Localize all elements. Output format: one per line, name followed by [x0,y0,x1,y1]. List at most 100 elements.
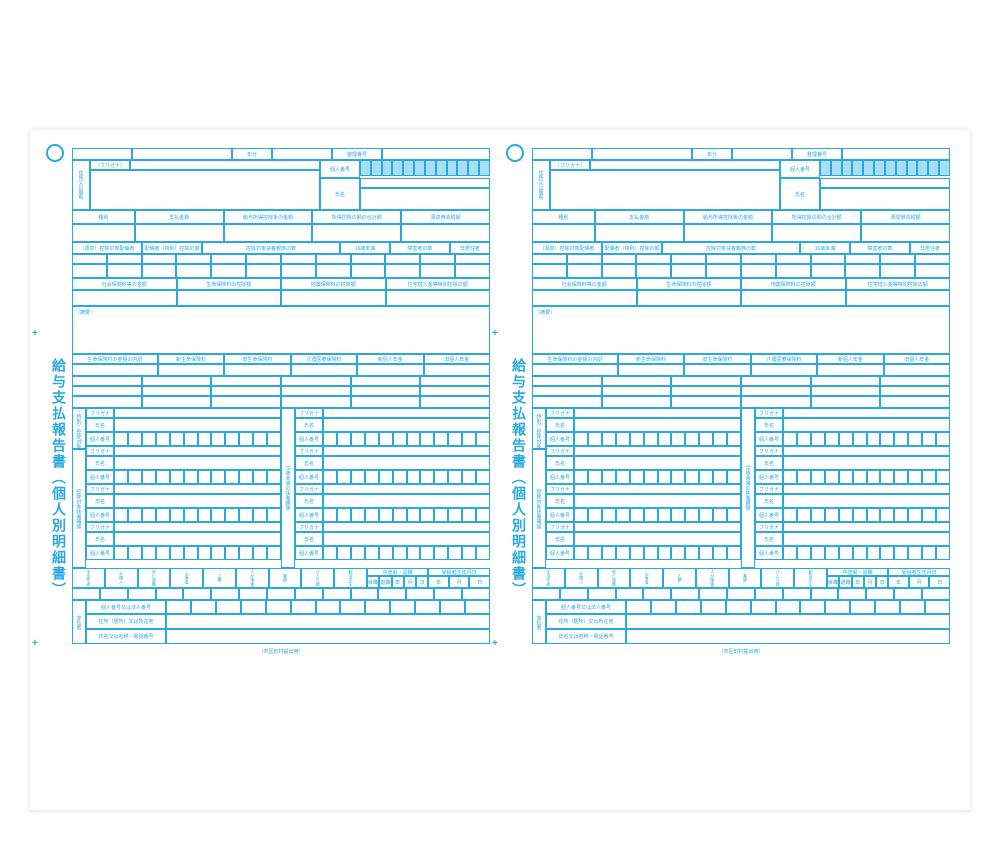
dep-furigana [114,446,281,456]
other-value [755,588,783,600]
dep-furigana [323,446,490,456]
other-value [267,588,295,600]
name-label: 氏名 [295,494,323,508]
dep-sub-cell [281,254,316,264]
dep-sub-cell [845,254,880,264]
dep-number-digit [420,508,434,522]
dep-number-digit [420,432,434,446]
dep-value-cell [845,264,880,278]
dep-number-digit [574,470,588,484]
dep-number-digit [253,546,267,560]
life-ins-value [357,364,423,376]
footer-label: （市区町村提出用） [72,648,490,655]
dep-number-digit [114,432,128,446]
amount-header: 給与所得控除後の金額 [684,210,773,224]
number-label: 個人番号 [546,432,574,446]
payer-label: 支払者 [532,600,546,644]
housing-value [351,396,421,408]
dep-sub-cell [420,254,455,264]
dep-number-digit [393,546,407,560]
dep-number-digit [936,432,950,446]
dep-number-digit [894,508,908,522]
number-label: 個人番号 [755,432,783,446]
dep-number-digit [476,470,490,484]
payer-number-digit [241,600,266,614]
dep-value-cell [420,264,455,278]
dep-number-digit [393,470,407,484]
furigana-label: フリガナ [546,484,574,494]
recipient-label: 住所又は居所 [532,160,550,210]
birth-label: 受給者生年月日 [428,568,490,576]
dep-number-digit [616,546,630,560]
dep-number-digit [588,508,602,522]
dep-furigana [114,484,281,494]
housing-value [880,396,950,408]
dep-number-digit [225,470,239,484]
life-ins-label: 介護医療保険料 [751,354,817,364]
dep-value-cell [880,264,915,278]
name-label: 氏名 [320,178,360,210]
dep-number-digit [602,508,616,522]
housing-cell [811,376,881,386]
life-ins-label: 旧生命保険料 [684,354,750,364]
name-label: 氏名 [86,456,114,470]
dep-number-digit [839,508,853,522]
other-value [211,588,239,600]
dep-number-digit [351,470,365,484]
dep-number-digit [198,508,212,522]
dep-sub-cell [811,254,846,264]
dep-name [574,418,741,432]
dep-number-digit [880,508,894,522]
furigana-label: フリガナ [295,484,323,494]
name-furigana [360,178,490,188]
payer-number-digit [316,600,341,614]
dep-sub-cell [880,254,915,264]
dep-number-digit [797,470,811,484]
dep-sub-cell [915,254,950,264]
payer-number-digit [825,600,850,614]
dep-number-digit [658,432,672,446]
midyear-sub: 退職 [839,576,851,588]
dep-number-digit [393,432,407,446]
other-value [532,588,560,600]
furigana-value [130,160,320,170]
dep-number-digit [156,432,170,446]
housing-cell [741,386,811,396]
dep-number-digit [253,508,267,522]
dep-number-digit [225,546,239,560]
dep-number-digit [476,508,490,522]
other-value [406,588,434,600]
payer-number-digit [390,600,415,614]
name-label: 氏名 [295,456,323,470]
number-digit [425,160,436,176]
payer-number-digit [651,600,676,614]
dep-number-digit [825,470,839,484]
dependent-family-label: 控除対象扶養親族の数 [662,242,800,254]
dep-number-digit [407,508,421,522]
number-digit [896,160,907,176]
dep-number-digit [616,432,630,446]
dep-number-digit [574,432,588,446]
dependents-section-label: 控除対象扶養親族 [532,449,546,568]
dep-number-digit [908,508,922,522]
life-ins-label: 新個人年金 [357,354,423,364]
housing-value [211,396,281,408]
life-ins-label: 旧個人年金 [884,354,950,364]
dep-number-digit [323,508,337,522]
name-label: 氏名 [546,456,574,470]
dep-number-digit [462,470,476,484]
dep-number-digit [936,508,950,522]
address-value [550,170,780,210]
dep-value-cell [72,264,107,278]
dep-value-cell [107,264,142,278]
dep-number-digit [894,470,908,484]
dep-furigana [783,408,950,418]
insurance-label: 社会保険料等の金額 [72,278,177,290]
dep-number-digit [170,508,184,522]
furigana-label: フリガナ [755,484,783,494]
dep-number-digit [630,470,644,484]
spouse-section-label: （源泉・特別）控除対象配偶者 [532,408,546,449]
life-ins-value [158,364,224,376]
housing-cell [142,386,212,396]
insurance-label: 社会保険料等の金額 [532,278,637,290]
